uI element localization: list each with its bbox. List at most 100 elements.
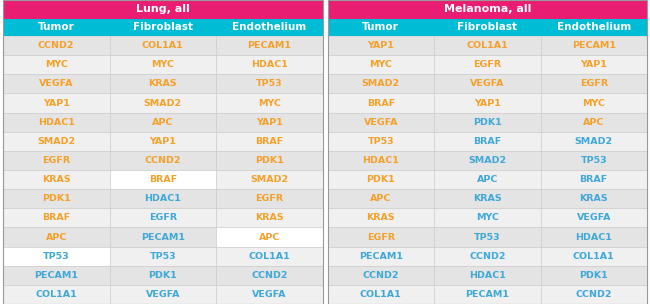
Bar [434,285,541,304]
Bar [434,93,541,112]
Text: MYC: MYC [151,60,174,69]
Text: BRAF: BRAF [473,137,501,146]
Text: HDAC1: HDAC1 [144,194,181,203]
Bar [541,170,647,189]
Text: TP53: TP53 [367,137,394,146]
Text: PDK1: PDK1 [473,118,502,127]
Bar [109,132,216,151]
Bar [328,0,647,304]
Bar [541,74,647,93]
Bar [434,208,541,227]
Bar [434,189,541,208]
Text: PDK1: PDK1 [255,156,283,165]
Text: TP53: TP53 [43,252,70,261]
Text: EGFR: EGFR [580,79,608,88]
Bar [434,170,541,189]
Bar [109,36,216,55]
Bar [216,170,322,189]
Text: MYC: MYC [258,98,281,108]
Bar [3,132,109,151]
Bar [541,247,647,266]
Text: SMAD2: SMAD2 [37,137,75,146]
Bar [109,227,216,247]
Bar [109,93,216,112]
Bar [3,208,109,227]
Bar [109,189,216,208]
Text: PECAM1: PECAM1 [34,271,78,280]
Bar [109,247,216,266]
Text: CCND2: CCND2 [469,252,506,261]
Text: BRAF: BRAF [367,98,395,108]
Text: EGFR: EGFR [255,194,283,203]
Bar [328,189,434,208]
Text: APC: APC [370,194,391,203]
Bar [109,266,216,285]
Text: TP53: TP53 [474,233,500,241]
Bar [216,55,322,74]
Bar [3,74,109,93]
Bar [216,285,322,304]
Text: APC: APC [46,233,67,241]
Bar [328,132,434,151]
Text: VEGFA: VEGFA [39,79,73,88]
Text: TP53: TP53 [580,156,607,165]
Bar [541,285,647,304]
Text: Endothelium: Endothelium [232,22,306,33]
Bar [216,36,322,55]
Text: HDAC1: HDAC1 [362,156,399,165]
Bar [3,36,109,55]
Bar [328,36,434,55]
Text: PECAM1: PECAM1 [247,41,291,50]
Bar [216,112,322,132]
Text: EGFR: EGFR [473,60,501,69]
Bar [109,74,216,93]
Text: MYC: MYC [369,60,392,69]
Text: KRAS: KRAS [367,213,395,222]
Text: YAP1: YAP1 [256,118,283,127]
Bar [216,189,322,208]
Bar [3,170,109,189]
Bar [434,74,541,93]
Text: COL1A1: COL1A1 [360,290,402,299]
Bar [434,266,541,285]
Text: SMAD2: SMAD2 [361,79,400,88]
Bar [328,227,434,247]
Bar [216,132,322,151]
Bar [328,151,434,170]
Text: VEGFA: VEGFA [363,118,398,127]
Bar [434,247,541,266]
Text: SMAD2: SMAD2 [250,175,289,184]
Bar [109,19,216,36]
Bar [328,285,434,304]
Text: BRAF: BRAF [255,137,283,146]
Bar [3,19,109,36]
Text: Fibroblast: Fibroblast [457,22,517,33]
Bar [328,247,434,266]
Text: CCND2: CCND2 [575,290,612,299]
Text: HDAC1: HDAC1 [38,118,75,127]
Bar [434,55,541,74]
Bar [541,208,647,227]
Text: YAP1: YAP1 [474,98,500,108]
Text: SMAD2: SMAD2 [144,98,182,108]
Text: APC: APC [259,233,280,241]
Text: CCND2: CCND2 [251,271,287,280]
Bar [328,55,434,74]
Text: MYC: MYC [45,60,68,69]
Bar [434,112,541,132]
Bar [3,0,322,304]
Text: TP53: TP53 [256,79,283,88]
Bar [3,0,322,19]
Text: KRAS: KRAS [473,194,502,203]
Text: COL1A1: COL1A1 [248,252,290,261]
Bar [3,112,109,132]
Bar [541,266,647,285]
Bar [3,247,109,266]
Text: COL1A1: COL1A1 [35,290,77,299]
Bar [109,285,216,304]
Text: TP53: TP53 [150,252,176,261]
Text: KRAS: KRAS [42,175,71,184]
Bar [3,227,109,247]
Text: SMAD2: SMAD2 [575,137,613,146]
Text: APC: APC [476,175,498,184]
